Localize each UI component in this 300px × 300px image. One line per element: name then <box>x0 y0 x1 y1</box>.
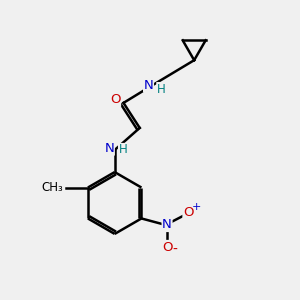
Text: CH₃: CH₃ <box>42 181 64 194</box>
Text: +: + <box>191 202 201 212</box>
Text: N: N <box>162 218 172 231</box>
Text: O: O <box>162 241 172 254</box>
Text: H: H <box>157 82 166 95</box>
Text: H: H <box>118 143 127 157</box>
Text: O: O <box>183 206 194 219</box>
Text: O: O <box>110 93 121 106</box>
Text: N: N <box>144 79 153 92</box>
Text: N: N <box>104 142 114 155</box>
Text: -: - <box>173 242 178 256</box>
